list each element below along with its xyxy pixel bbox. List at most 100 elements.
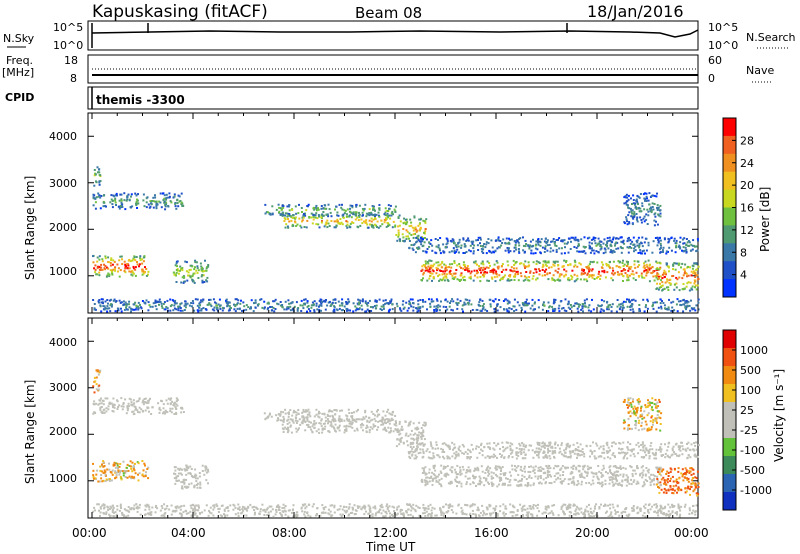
data-cell xyxy=(438,479,441,482)
data-cell xyxy=(660,307,663,310)
data-cell xyxy=(402,442,405,445)
data-cell xyxy=(656,206,658,209)
data-cell xyxy=(453,262,456,264)
data-cell xyxy=(622,265,625,267)
data-cell xyxy=(338,307,341,310)
data-cell xyxy=(593,278,596,280)
data-cell xyxy=(508,241,510,244)
data-cell xyxy=(496,305,499,307)
data-cell xyxy=(404,420,407,423)
data-cell xyxy=(289,425,292,428)
data-cell xyxy=(651,206,654,208)
data-cell xyxy=(120,255,123,258)
data-cell xyxy=(361,422,364,425)
data-cell xyxy=(643,241,646,244)
data-cell xyxy=(354,214,357,217)
data-cell xyxy=(424,228,427,231)
data-cell xyxy=(464,269,467,271)
data-cell xyxy=(483,272,486,275)
data-cell xyxy=(115,471,118,474)
data-cell xyxy=(297,428,299,431)
data-cell xyxy=(96,370,99,373)
data-cell xyxy=(369,223,371,226)
data-cell xyxy=(565,260,568,262)
data-cell xyxy=(469,250,472,253)
data-cell xyxy=(694,272,696,275)
data-cell xyxy=(461,465,464,468)
data-cell xyxy=(394,224,397,227)
data-cell xyxy=(567,306,570,309)
data-cell xyxy=(552,238,555,240)
data-cell xyxy=(110,471,113,474)
data-cell xyxy=(641,205,644,207)
data-cell xyxy=(293,409,295,412)
data-cell xyxy=(137,473,139,476)
data-cell xyxy=(652,307,655,310)
data-cell xyxy=(423,438,426,441)
data-cell xyxy=(142,272,145,275)
data-cell xyxy=(463,452,465,455)
data-cell xyxy=(206,276,209,279)
data-cell xyxy=(412,309,415,312)
data-cell xyxy=(477,271,479,274)
data-cell xyxy=(235,298,238,301)
data-cell xyxy=(429,264,432,267)
data-cell xyxy=(388,214,391,217)
data-cell xyxy=(421,265,424,268)
data-cell xyxy=(415,448,418,451)
data-cell xyxy=(642,469,645,472)
data-cell xyxy=(421,433,424,436)
data-cell xyxy=(467,239,470,242)
data-cell xyxy=(606,306,609,309)
colorbar-swatch xyxy=(723,261,736,280)
data-cell xyxy=(394,225,397,228)
data-cell xyxy=(416,237,419,240)
data-cell xyxy=(517,241,520,244)
data-cell xyxy=(504,274,507,277)
data-cell xyxy=(418,223,421,226)
data-cell xyxy=(141,409,144,412)
data-cell xyxy=(415,230,418,233)
data-cell xyxy=(382,410,385,413)
data-cell xyxy=(538,262,541,264)
data-cell xyxy=(586,474,589,477)
data-cell xyxy=(399,439,402,442)
data-cell xyxy=(694,280,697,283)
data-cell xyxy=(444,246,447,248)
data-cell xyxy=(678,262,681,265)
data-cell xyxy=(554,307,556,310)
data-cell xyxy=(599,310,602,313)
data-cell xyxy=(199,486,201,489)
data-cell xyxy=(471,309,474,311)
data-cell xyxy=(649,267,652,270)
data-cell xyxy=(320,205,323,207)
data-cell xyxy=(373,417,376,420)
data-cell xyxy=(486,260,489,263)
data-cell xyxy=(486,310,489,312)
data-cell xyxy=(126,198,129,201)
data-cell xyxy=(599,240,602,243)
data-cell xyxy=(640,242,643,245)
data-cell xyxy=(554,441,557,444)
data-cell xyxy=(623,263,626,266)
data-cell xyxy=(329,424,332,427)
data-cell xyxy=(426,476,429,479)
data-cell xyxy=(162,303,165,305)
data-cell xyxy=(98,171,101,174)
data-cell xyxy=(674,283,676,286)
data-cell xyxy=(437,239,439,241)
data-cell xyxy=(662,271,665,274)
data-cell xyxy=(330,220,333,222)
data-cell xyxy=(124,263,127,266)
data-cell xyxy=(504,472,507,475)
data-cell xyxy=(303,298,306,301)
data-cell xyxy=(321,301,323,303)
data-cell xyxy=(282,415,285,418)
data-cell xyxy=(449,273,452,275)
data-cell xyxy=(686,447,689,450)
data-cell xyxy=(289,424,292,427)
data-cell xyxy=(92,477,95,480)
data-cell xyxy=(280,213,282,216)
data-cell xyxy=(480,481,483,484)
data-cell xyxy=(117,270,119,273)
